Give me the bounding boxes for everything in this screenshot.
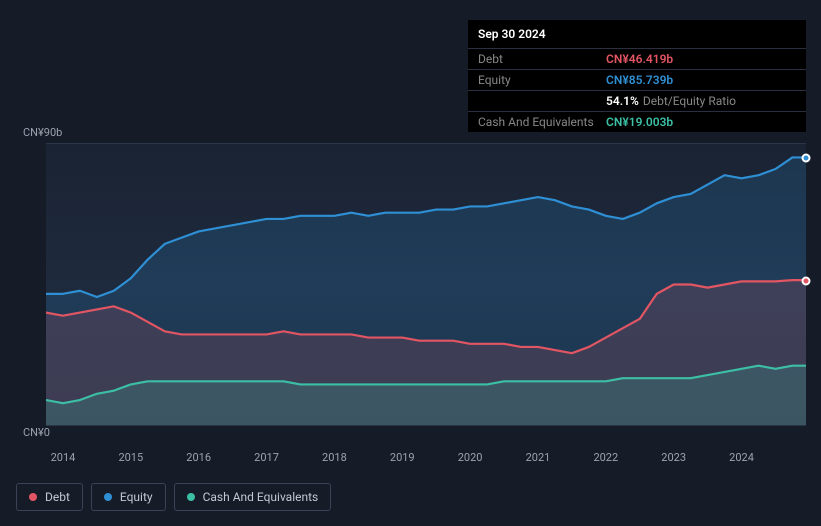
data-tooltip: Sep 30 2024 Debt CN¥46.419b Equity CN¥85…	[468, 20, 806, 132]
legend-dot-icon	[104, 493, 112, 501]
tooltip-equity-value: CN¥85.739b	[606, 73, 673, 87]
tooltip-row-equity: Equity CN¥85.739b	[468, 70, 806, 91]
tooltip-row-cash: Cash And Equivalents CN¥19.003b	[468, 112, 806, 132]
x-tick: 2018	[322, 451, 347, 464]
x-tick: 2014	[51, 451, 76, 464]
tooltip-ratio-spacer	[478, 94, 606, 108]
legend-dot-icon	[187, 493, 195, 501]
legend-item[interactable]: Debt	[16, 483, 83, 511]
series-end-dot	[802, 277, 811, 286]
chart-svg	[46, 144, 806, 425]
tooltip-cash-label: Cash And Equivalents	[478, 115, 606, 129]
y-axis-label-top: CN¥90b	[23, 126, 62, 139]
tooltip-date: Sep 30 2024	[468, 20, 806, 49]
x-tick: 2019	[390, 451, 415, 464]
tooltip-row-debt: Debt CN¥46.419b	[468, 49, 806, 70]
legend-item[interactable]: Cash And Equivalents	[174, 483, 332, 511]
x-tick: 2016	[186, 451, 211, 464]
tooltip-debt-label: Debt	[478, 52, 606, 66]
x-tick: 2021	[526, 451, 551, 464]
x-tick: 2017	[254, 451, 279, 464]
x-tick: 2022	[593, 451, 618, 464]
tooltip-debt-value: CN¥46.419b	[606, 52, 673, 66]
tooltip-cash-value: CN¥19.003b	[606, 115, 673, 129]
x-tick: 2020	[458, 451, 483, 464]
tooltip-equity-label: Equity	[478, 73, 606, 87]
x-axis: 2014 2015 2016 2017 2018 2019 2020 2021 2022 2023…	[46, 448, 806, 468]
legend-dot-icon	[29, 493, 37, 501]
x-tick: 2015	[118, 451, 143, 464]
tooltip-ratio-pct: 54.1%	[606, 94, 639, 108]
series-end-dot	[802, 153, 811, 162]
legend-label: Equity	[120, 490, 153, 504]
legend-label: Cash And Equivalents	[203, 490, 319, 504]
y-axis-label-bottom: CN¥0	[23, 426, 50, 439]
legend: Debt Equity Cash And Equivalents	[16, 483, 331, 511]
x-tick: 2024	[729, 451, 754, 464]
tooltip-ratio-label: Debt/Equity Ratio	[643, 94, 736, 108]
tooltip-row-ratio: 54.1% Debt/Equity Ratio	[468, 91, 806, 112]
x-tick: 2023	[661, 451, 686, 464]
legend-label: Debt	[45, 490, 70, 504]
plot-area[interactable]	[46, 143, 806, 426]
legend-item[interactable]: Equity	[91, 483, 166, 511]
